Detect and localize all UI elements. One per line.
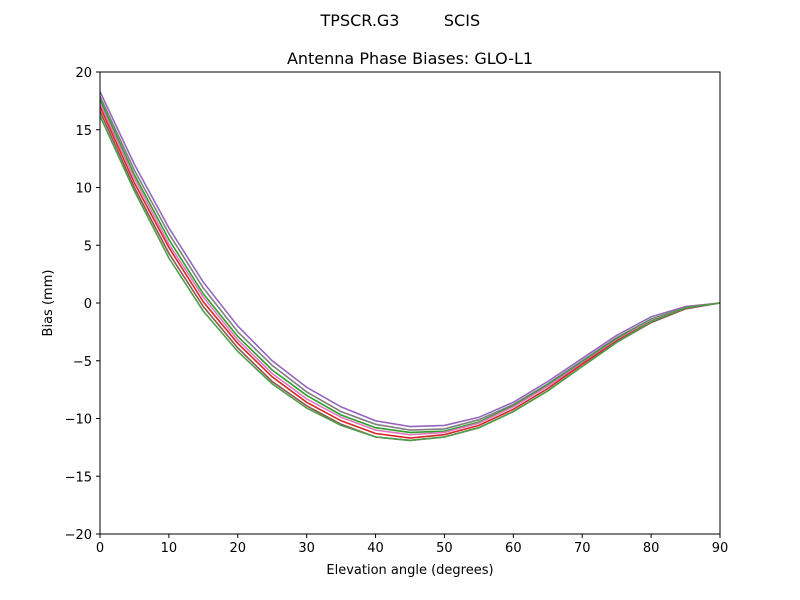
y-tick-label: 0: [84, 297, 92, 312]
series-line-6: [99, 110, 721, 442]
series-layer: [99, 91, 721, 442]
x-tick-label: 70: [574, 541, 591, 556]
y-tick-label: −20: [65, 528, 92, 543]
x-tick-label: 20: [230, 541, 247, 556]
x-tick-label: 0: [96, 541, 104, 556]
chart-title: Antenna Phase Biases: GLO-L1: [287, 49, 533, 68]
y-tick-label: 20: [75, 66, 92, 81]
suptitle-right: SCIS: [444, 11, 480, 30]
x-tick-label: 50: [436, 541, 453, 556]
y-tick-label: −15: [65, 470, 92, 485]
x-tick-label: 80: [643, 541, 660, 556]
suptitle-left: TPSCR.G3: [320, 11, 400, 30]
x-tick-label: 10: [161, 541, 178, 556]
series-line-2: [99, 95, 721, 431]
series-line-7: [99, 115, 721, 442]
x-axis-label: Elevation angle (degrees): [326, 563, 493, 578]
x-axis: 0 10 20 30 40 50 60 70 80 90: [96, 534, 728, 556]
plot-frame: [99, 71, 721, 535]
y-axis: −20 −15 −10 −5 0 5 10 15 20: [65, 66, 100, 543]
y-tick-label: 5: [84, 239, 92, 254]
y-axis-label: Bias (mm): [41, 270, 56, 337]
x-tick-label: 30: [298, 541, 315, 556]
y-tick-label: −5: [73, 355, 92, 370]
series-line-4: [99, 102, 721, 436]
x-tick-label: 60: [505, 541, 522, 556]
series-line-3: [99, 99, 721, 434]
y-tick-label: 10: [75, 182, 92, 197]
series-line-5: [99, 106, 721, 439]
x-tick-label: 40: [367, 541, 384, 556]
y-tick-label: 15: [75, 124, 92, 139]
x-tick-label: 90: [712, 541, 729, 556]
y-tick-label: −10: [65, 413, 92, 428]
series-line-1: [99, 91, 721, 428]
